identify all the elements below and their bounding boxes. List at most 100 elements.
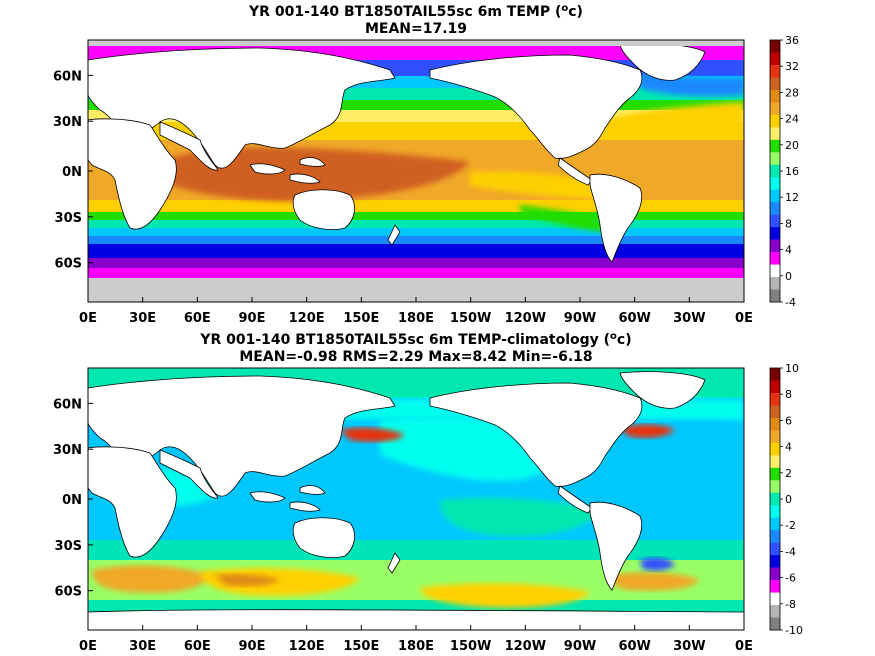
x-tick-label: 30E — [129, 639, 156, 654]
colorbar-label: 8 — [785, 217, 792, 230]
colorbar-swatch — [770, 542, 780, 556]
x-tick-label: 60W — [618, 639, 650, 654]
colorbar-swatch — [770, 214, 780, 228]
colorbar-swatch — [770, 264, 780, 278]
x-tick-label: 30W — [673, 311, 705, 326]
y-tick-label: 30S — [55, 211, 82, 226]
x-tick-label: 120E — [289, 639, 325, 654]
y-tick-label: 0N — [62, 165, 82, 180]
colorbar-label: 32 — [785, 60, 799, 73]
colorbar-swatch — [770, 405, 780, 419]
land-masses — [88, 43, 706, 263]
land-masses — [88, 371, 744, 630]
x-tick-label: 60E — [184, 639, 211, 654]
colorbar-swatch — [770, 455, 780, 469]
colorbar-swatch — [770, 277, 780, 290]
y-tick-label: 30S — [55, 539, 82, 554]
colorbar-swatch — [770, 517, 780, 531]
colorbar-swatch — [770, 152, 780, 166]
colorbar-swatch — [770, 467, 780, 481]
colorbar-swatch — [770, 480, 780, 494]
panel-title: YR 001-140 BT1850TAIL55sc 6m TEMP (oc) — [248, 3, 583, 20]
colorbar-label: 4 — [785, 441, 792, 454]
x-axis-ticks: 0E 30E 60E 90E 120E 150E 180E 150W 120W 90W 60W 30W… — [79, 625, 753, 654]
colorbar-swatch — [770, 102, 780, 116]
x-tick-label: 90E — [239, 311, 266, 326]
colorbar-swatch — [770, 417, 780, 431]
map-field — [88, 368, 744, 630]
colorbar-swatch — [770, 114, 780, 128]
x-axis-ticks: 0E 30E 60E 90E 120E 150E 180E 150W 120W 90W 60W 30W… — [79, 297, 753, 326]
x-tick-label: 0E — [79, 311, 97, 326]
colorbar-label: 10 — [785, 362, 799, 375]
colorbar-swatch — [770, 492, 780, 506]
colorbar-label: 28 — [785, 86, 799, 99]
x-tick-label: 90E — [239, 639, 266, 654]
colorbar-label: 20 — [785, 139, 799, 152]
y-tick-label: 60N — [53, 69, 82, 84]
colorbar-swatch — [770, 580, 780, 593]
x-tick-label: 180E — [398, 311, 434, 326]
colorbar-swatch — [770, 239, 780, 253]
panel-stats: MEAN=-0.98 RMS=2.29 Max=8.42 Min=-6.18 — [239, 349, 592, 365]
colorbar-label: -2 — [785, 519, 796, 532]
panel-stats: MEAN=17.19 — [365, 21, 467, 37]
colorbar-swatch — [770, 392, 780, 406]
x-tick-label: 150W — [450, 639, 491, 654]
colorbar-swatch — [770, 380, 780, 394]
colorbar-label: 6 — [785, 414, 792, 427]
colorbar-swatch — [770, 592, 780, 606]
colorbar-label: 0 — [785, 270, 792, 283]
y-axis-ticks: 60N 30N 0N 30S 60S — [53, 69, 93, 272]
y-tick-label: 30N — [53, 443, 82, 458]
map-field — [88, 40, 744, 302]
colorbar: 36 32 28 24 20 16 12 8 4 0 -4 — [769, 34, 799, 309]
colorbar-swatch — [770, 227, 780, 240]
colorbar-swatch — [770, 64, 780, 78]
colorbar-swatch — [770, 605, 780, 618]
y-tick-label: 60S — [55, 585, 82, 600]
y-tick-label: 60S — [55, 257, 82, 272]
panel-temp: YR 001-140 BT1850TAIL55sc 6m TEMP (oc) M… — [53, 3, 799, 326]
y-tick-label: 60N — [53, 397, 82, 412]
colorbar-swatch — [770, 139, 780, 153]
colorbar-swatch — [770, 289, 780, 303]
x-tick-label: 120W — [505, 311, 546, 326]
colorbar-swatch — [770, 530, 780, 543]
x-tick-label: 150E — [343, 639, 379, 654]
colorbar-label: 2 — [785, 467, 792, 480]
colorbar-swatch — [770, 40, 780, 53]
x-tick-label: 0E — [79, 639, 97, 654]
x-tick-label: 120W — [505, 639, 546, 654]
x-tick-label: 0E — [735, 311, 753, 326]
y-tick-label: 0N — [62, 493, 82, 508]
colorbar-label: 36 — [785, 34, 799, 47]
x-tick-label: 60W — [618, 311, 650, 326]
colorbar-label: 8 — [785, 388, 792, 401]
colorbar-label: -4 — [785, 545, 796, 558]
colorbar-label: 0 — [785, 493, 792, 506]
colorbar-swatch — [770, 89, 780, 103]
colorbar-swatch — [770, 252, 780, 265]
colorbar-swatch — [770, 442, 780, 456]
colorbar-swatch — [770, 77, 780, 91]
colorbar-label: 16 — [785, 165, 799, 178]
x-tick-label: 180E — [398, 639, 434, 654]
colorbar-swatch — [770, 368, 780, 381]
x-tick-label: 150W — [450, 311, 491, 326]
colorbar-swatch — [770, 52, 780, 66]
colorbar-swatch — [770, 189, 780, 203]
colorbar-swatch — [770, 164, 780, 178]
colorbar-label: 4 — [785, 244, 792, 257]
colorbar-swatch — [770, 555, 780, 568]
colorbar-swatch — [770, 430, 780, 444]
x-tick-label: 90W — [564, 311, 596, 326]
x-tick-label: 60E — [184, 311, 211, 326]
panel-temp-anomaly: YR 001-140 BT1850TAIL55sc 6m TEMP-climat… — [53, 331, 803, 654]
x-tick-label: 0E — [735, 639, 753, 654]
x-tick-label: 30E — [129, 311, 156, 326]
colorbar-label: -10 — [785, 624, 803, 637]
colorbar-swatch — [770, 127, 780, 141]
colorbar-swatch — [770, 177, 780, 191]
colorbar-label: -8 — [785, 598, 796, 611]
